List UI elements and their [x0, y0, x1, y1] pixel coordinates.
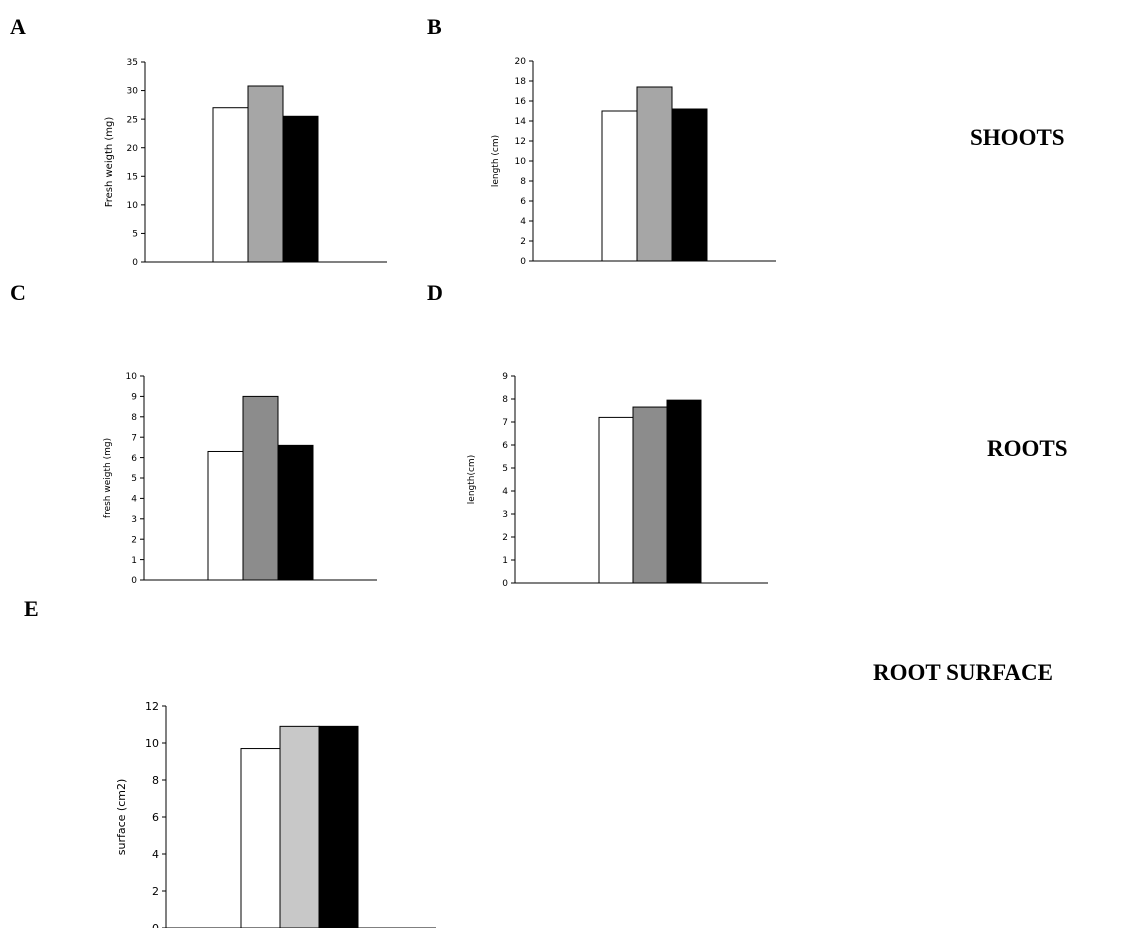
y-tick-label-a: 15 [127, 172, 138, 182]
y-tick-label-e: 2 [152, 885, 159, 898]
y-tick-label-d: 7 [502, 418, 508, 428]
bar-a-2 [247, 85, 284, 263]
y-tick-label-d: 6 [502, 441, 508, 451]
y-tick-label-b: 6 [520, 197, 526, 207]
y-tick-label-c: 5 [131, 474, 137, 484]
y-tick-label-d: 5 [502, 464, 508, 474]
y-tick-label-e: 8 [152, 774, 159, 787]
bar-d-3 [666, 399, 702, 584]
y-tick-label-c: 0 [131, 576, 137, 586]
y-tick-label-a: 30 [127, 87, 139, 97]
y-axis-label-c: fresh weigth (mg) [103, 438, 113, 518]
y-tick-label-a: 35 [127, 58, 138, 68]
bar-c-2 [242, 395, 279, 581]
panel-letter-d: D [427, 280, 443, 305]
y-tick-label-b: 16 [515, 97, 527, 107]
y-tick-label-e: 10 [145, 737, 159, 750]
y-tick-label-d: 8 [502, 395, 508, 405]
y-tick-label-b: 18 [515, 77, 527, 87]
y-tick-label-b: 12 [515, 137, 526, 147]
bar-c-3 [277, 444, 314, 581]
chart-a: 0 5 10 15 20 25 30 35 Fresh weigth (mg) [104, 58, 387, 268]
y-tick-label-c: 8 [131, 413, 137, 423]
bar-d-1 [598, 416, 634, 584]
y-tick-label-e: 6 [152, 811, 159, 824]
bar-b-2 [636, 86, 673, 262]
y-tick-label-e: 0 [152, 922, 159, 928]
bar-e-2 [279, 725, 320, 928]
y-tick-label-a: 10 [127, 201, 139, 211]
y-tick-label-d: 3 [502, 510, 508, 520]
y-tick-label-e: 12 [145, 700, 159, 713]
y-tick-label-a: 25 [127, 115, 138, 125]
chart-b: 0 2 4 6 8 10 12 14 16 18 20 length (cm) [491, 57, 776, 267]
y-tick-label-d: 0 [502, 579, 508, 589]
bar-a-1 [212, 107, 249, 263]
bar-d-2 [632, 406, 668, 584]
y-tick-label-d: 4 [502, 487, 508, 497]
panel-letter-a: A [10, 14, 26, 39]
y-tick-label-c: 3 [131, 515, 137, 525]
y-tick-label-e: 4 [152, 848, 159, 861]
y-axis-label-e: surface (cm2) [115, 779, 128, 856]
y-tick-label-c: 9 [131, 393, 137, 403]
y-tick-label-c: 10 [126, 372, 138, 382]
panel-letter-b: B [427, 14, 442, 39]
panel-letter-e: E [24, 596, 39, 621]
y-tick-label-d: 1 [502, 556, 508, 566]
y-tick-label-b: 8 [520, 177, 526, 187]
y-tick-label-a: 20 [127, 144, 139, 154]
y-tick-label-b: 4 [520, 217, 526, 227]
y-axis-label-d: length(cm) [467, 455, 477, 504]
y-tick-label-b: 2 [520, 237, 526, 247]
y-tick-label-c: 6 [131, 454, 137, 464]
row-label-root-surface: ROOT SURFACE [873, 660, 1053, 685]
chart-c: 0 1 2 3 4 5 6 7 8 9 10 fresh weigth (mg) [103, 372, 377, 586]
row-label-roots: ROOTS [987, 436, 1068, 461]
bar-c-1 [207, 450, 244, 581]
bar-e-1 [240, 748, 281, 928]
chart-d: 0 1 2 3 4 5 6 7 8 9 length(cm) [467, 372, 768, 589]
chart-e: 0 2 4 6 8 10 12 surface (cm2) [115, 700, 436, 928]
bar-b-3 [671, 108, 708, 262]
y-axis-label-a: Fresh weigth (mg) [104, 117, 115, 208]
y-tick-label-c: 4 [131, 495, 137, 505]
y-tick-label-d: 9 [502, 372, 508, 382]
bar-e-3 [318, 725, 359, 928]
y-tick-label-b: 14 [515, 117, 527, 127]
y-tick-label-d: 2 [502, 533, 508, 543]
y-tick-label-c: 2 [131, 535, 137, 545]
y-tick-label-b: 0 [520, 257, 526, 267]
y-tick-label-c: 7 [131, 433, 137, 443]
y-tick-label-a: 0 [132, 258, 138, 268]
y-tick-label-b: 20 [515, 57, 527, 67]
panel-letter-c: C [10, 280, 26, 305]
y-tick-label-b: 10 [515, 157, 527, 167]
bar-b-1 [601, 110, 638, 262]
y-axis-label-b: length (cm) [491, 135, 501, 187]
row-label-shoots: SHOOTS [970, 125, 1065, 150]
bar-a-3 [282, 115, 319, 263]
y-tick-label-c: 1 [131, 556, 137, 566]
y-tick-label-a: 5 [132, 230, 138, 240]
